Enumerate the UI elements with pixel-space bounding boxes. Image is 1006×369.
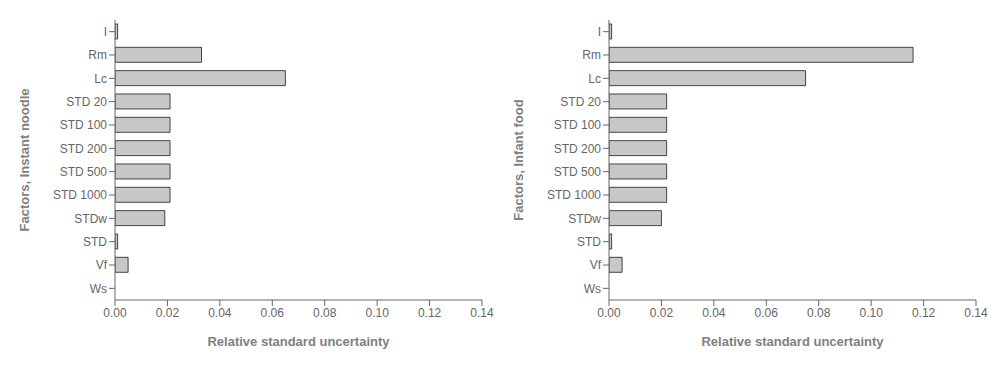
svg-text:STD 20: STD 20 <box>66 95 107 109</box>
svg-text:0.14: 0.14 <box>470 306 494 320</box>
svg-text:0.02: 0.02 <box>156 306 180 320</box>
svg-text:0.06: 0.06 <box>261 306 285 320</box>
svg-text:I: I <box>598 25 601 39</box>
svg-text:Rm: Rm <box>582 48 601 62</box>
svg-text:Lc: Lc <box>94 72 107 86</box>
svg-text:Factors, Instant noodle: Factors, Instant noodle <box>17 88 32 231</box>
svg-text:0.08: 0.08 <box>807 306 831 320</box>
svg-text:Rm: Rm <box>88 48 107 62</box>
svg-text:STDw: STDw <box>568 212 601 226</box>
svg-text:Relative standard uncertainty: Relative standard uncertainty <box>207 334 390 349</box>
svg-text:0.08: 0.08 <box>313 306 337 320</box>
svg-text:0.00: 0.00 <box>103 306 127 320</box>
svg-text:0.10: 0.10 <box>365 306 389 320</box>
svg-text:STD 500: STD 500 <box>60 165 108 179</box>
svg-text:0.12: 0.12 <box>912 306 936 320</box>
svg-text:Lc: Lc <box>588 72 601 86</box>
svg-text:Ws: Ws <box>90 282 107 296</box>
svg-text:Vf: Vf <box>590 258 602 272</box>
svg-text:STD 100: STD 100 <box>60 118 108 132</box>
svg-text:0.10: 0.10 <box>859 306 883 320</box>
svg-text:0.02: 0.02 <box>650 306 674 320</box>
svg-text:STD: STD <box>83 235 107 249</box>
svg-text:STD 500: STD 500 <box>554 165 602 179</box>
svg-text:0.06: 0.06 <box>755 306 779 320</box>
svg-text:STD 1000: STD 1000 <box>547 188 601 202</box>
svg-text:0.14: 0.14 <box>964 306 988 320</box>
svg-text:STD 1000: STD 1000 <box>53 188 107 202</box>
svg-text:STD 20: STD 20 <box>560 95 601 109</box>
svg-text:I: I <box>104 25 107 39</box>
svg-text:Vf: Vf <box>96 258 108 272</box>
svg-text:0.12: 0.12 <box>418 306 442 320</box>
svg-text:STD 100: STD 100 <box>554 118 602 132</box>
svg-text:STD 200: STD 200 <box>60 142 108 156</box>
svg-text:0.04: 0.04 <box>702 306 726 320</box>
svg-text:Factors, Infant food: Factors, Infant food <box>511 99 526 220</box>
svg-text:STD: STD <box>577 235 601 249</box>
svg-text:0.00: 0.00 <box>597 306 621 320</box>
svg-text:0.04: 0.04 <box>208 306 232 320</box>
svg-text:Relative standard uncertainty: Relative standard uncertainty <box>701 334 884 349</box>
svg-text:STD 200: STD 200 <box>554 142 602 156</box>
svg-text:Ws: Ws <box>584 282 601 296</box>
svg-text:STDw: STDw <box>74 212 107 226</box>
